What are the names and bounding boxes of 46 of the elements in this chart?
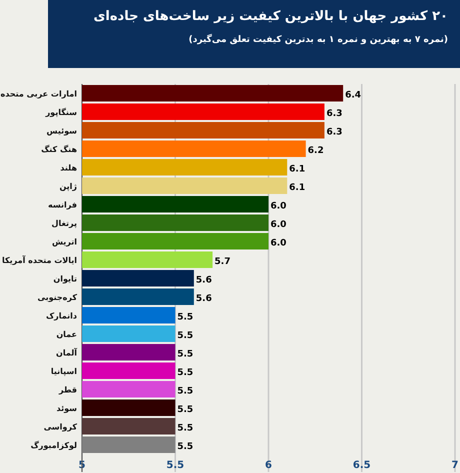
y-tick-label: اسپانیا xyxy=(50,366,78,376)
x-tick-label: 6 xyxy=(265,460,272,471)
y-tick-label: قطر xyxy=(58,385,77,394)
data-label: 6.0 xyxy=(270,201,286,212)
y-tick-label: لوکزامبورگ xyxy=(30,440,77,450)
y-tick-label: سنگاپور xyxy=(44,106,78,117)
y-tick-label: هنگ کنگ xyxy=(41,144,78,154)
y-tick-label: سوئیس xyxy=(46,126,78,136)
data-label: 5.6 xyxy=(196,294,212,304)
y-tick-label: پرتغال xyxy=(52,218,77,228)
y-tick-label: اتریش xyxy=(52,237,78,246)
y-tick-label: امارات عربی متحده xyxy=(0,89,78,98)
data-label: 5.5 xyxy=(177,404,194,415)
data-label: 5.5 xyxy=(177,368,194,378)
data-label: 6.0 xyxy=(270,238,286,248)
y-tick-label: کره‌جنوبی xyxy=(38,292,78,302)
data-label: 5.7 xyxy=(214,256,231,267)
data-label: 5.6 xyxy=(196,275,212,286)
data-label: 5.5 xyxy=(177,312,194,322)
data-label: 5.5 xyxy=(177,349,194,360)
chart-title: ۲۰ کشور جهان با بالاترین کیفیت زیر ساخت‌های جاده‌ای xyxy=(93,9,448,24)
data-label: 6.0 xyxy=(270,220,286,230)
x-tick-label: 5.5 xyxy=(166,460,184,471)
y-tick-label: ایالات متحده آمریکا xyxy=(2,254,78,265)
y-tick-label: هلند xyxy=(60,163,78,172)
data-label: 6.3 xyxy=(326,108,342,119)
data-label: 5.5 xyxy=(177,442,194,452)
y-tick-label: دانمارک xyxy=(46,311,77,320)
data-label: 5.5 xyxy=(177,423,194,434)
data-label: 5.5 xyxy=(177,330,194,341)
data-label: 5.5 xyxy=(177,386,194,396)
x-tick-label: 7 xyxy=(452,460,459,471)
y-tick-label: سوئد xyxy=(56,404,78,413)
y-tick-label: تایوان xyxy=(53,274,77,284)
y-tick-label: ژاپن xyxy=(59,182,78,191)
data-label: 6.1 xyxy=(289,164,306,174)
data-label: 6.1 xyxy=(289,182,306,193)
y-tick-label: عمان xyxy=(56,330,77,339)
y-tick-label: کرواسی xyxy=(44,422,78,432)
y-tick-label: آلمان xyxy=(56,347,78,358)
y-tick-label: فرانسه xyxy=(48,200,77,210)
x-tick-label: 6.5 xyxy=(352,460,371,471)
chart-subtitle: (نمره ۷ به بهترین و نمره ۱ به بدترین کیفیت تعلق می‌گیرد) xyxy=(188,33,448,45)
data-label: 6.4 xyxy=(345,90,362,100)
data-label: 6.2 xyxy=(308,146,324,156)
data-label: 6.3 xyxy=(326,127,342,138)
